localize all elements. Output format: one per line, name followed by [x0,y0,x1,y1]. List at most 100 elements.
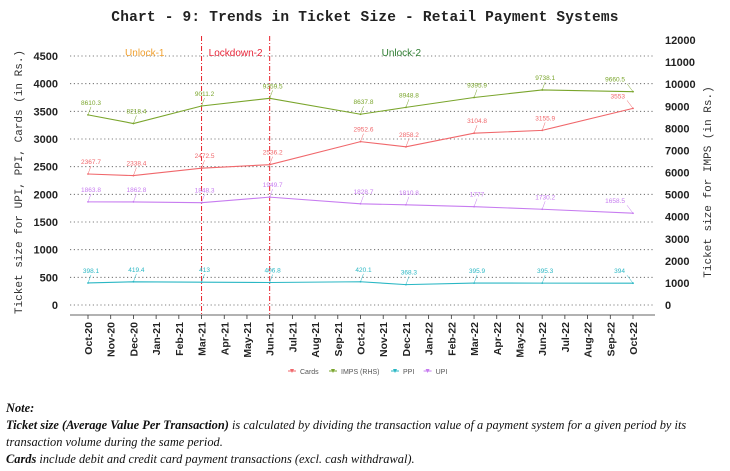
data-label: 2367.7 [81,159,101,166]
notes-heading: Note: [6,401,35,415]
data-label: 1848.3 [195,188,215,195]
legend-label: PPI [403,369,414,376]
y-tick-label-right: 3000 [665,234,689,246]
phase-label: Lockdown-2 [209,48,263,59]
data-label: 9395.9 [467,83,487,90]
data-point [87,200,89,203]
y-tick-label-left: 3500 [34,106,58,118]
label-leader [626,275,634,284]
label-leader [201,274,205,283]
data-label: 3553 [611,93,626,100]
label-leader [87,165,92,175]
x-tick-label: Nov-21 [378,322,390,357]
label-leader [626,205,634,214]
data-label: 8948.8 [399,92,419,99]
data-point [359,202,362,205]
y-tick-label-left: 1500 [34,217,58,229]
data-label: 420.1 [355,267,372,274]
y-tick-label-right: 9000 [665,101,689,113]
legend-marker [393,369,397,373]
x-tick-label: Jun-22 [537,322,549,356]
label-leader [473,198,478,207]
y-tick-label-left: 2000 [34,189,58,201]
legend-item: IMPS (RHS) [329,369,380,376]
data-label: 395.9 [469,268,486,275]
label-leader [405,276,410,285]
label-leader [405,99,410,108]
data-point [541,129,544,132]
x-tick-label: May-21 [242,322,254,358]
label-leader [626,100,634,109]
y-tick-label-left: 2500 [34,162,58,174]
label-leader [473,89,478,98]
label-leader [269,274,273,283]
x-tick-label: Oct-21 [356,322,368,355]
data-label: 1810.8 [399,190,419,197]
data-label: 3155.9 [535,115,555,122]
label-leader [201,160,205,169]
chart-title: Chart - 9: Trends in Ticket Size - Retai… [111,10,619,26]
data-label: 1777 [470,192,485,199]
data-label: 395.3 [537,268,554,275]
label-leader [269,156,273,165]
x-tick-label: Jul-21 [287,322,299,353]
label-leader [626,83,634,92]
data-point [200,167,203,170]
y-tick-label-left: 3000 [34,134,58,146]
label-leader [473,275,478,284]
data-point [473,132,475,135]
legend-item: UPI [423,369,447,376]
y-tick-label-right: 11000 [665,57,695,69]
data-label: 8610.3 [81,100,101,107]
x-tick-label: Oct-20 [83,322,95,355]
data-labels: 2367.7 2338.4 2472.5 2536.2 2952.6 2858.2 3104… [81,75,634,285]
data-label: 9738.1 [535,75,555,82]
data-label: 9359.5 [263,83,283,90]
x-tick-label: Feb-21 [174,322,186,356]
data-label: 1658.5 [605,198,625,205]
legend-marker [290,369,294,373]
legend-item: Cards [288,369,319,376]
x-tick-label: May-22 [514,322,526,358]
x-tick-label: Feb-22 [446,322,458,356]
data-point [268,196,271,199]
legend-item: PPI [391,369,414,376]
x-tick-label: Dec-20 [128,322,140,357]
y-tick-label-right: 1000 [665,278,689,290]
x-tick-label: Sep-21 [333,322,345,357]
data-label: 394 [614,268,625,275]
y-tick-label-right: 10000 [665,79,696,91]
x-tick-label: Apr-22 [492,322,504,355]
y-axis-left-title: Ticket size for UPI, PPI, Cards (in Rs.) [14,50,26,314]
data-label: 2472.5 [195,153,215,160]
data-point [405,145,407,148]
data-label: 419.4 [128,267,145,274]
data-label: 2858.2 [399,132,419,139]
data-label: 1730.2 [535,194,555,201]
data-label: 1949.7 [263,182,283,189]
x-tick-label: Aug-21 [310,322,322,358]
phase-label: Unlock-2 [382,48,422,59]
label-leader [201,97,205,107]
y-tick-label-right: 0 [665,300,671,312]
label-leader [541,81,546,91]
label-leader [360,133,364,142]
data-point [200,201,203,204]
legend-label: Cards [300,369,319,376]
label-leader [133,167,137,176]
data-point [541,282,544,285]
notes-line-1: Ticket size (Average Value Per Transacti… [6,418,687,449]
phase-labels: Unlock-1 Lockdown-2 Unlock-2 [125,48,421,59]
phase-label: Unlock-1 [125,48,165,59]
data-label: 2952.6 [354,127,374,134]
x-tick-label: Jun-21 [265,322,277,356]
y-tick-label-right: 6000 [665,168,689,180]
y-tick-label-left: 4000 [34,79,58,91]
x-tick-label: Aug-22 [583,322,595,358]
x-tick-label: Jul-22 [560,322,572,353]
data-label: 2338.4 [126,161,146,168]
data-label: 413 [199,267,210,274]
data-label: 3104.8 [467,118,487,125]
y-tick-label-left: 1000 [34,245,58,257]
y-tick-label-right: 8000 [665,123,689,135]
